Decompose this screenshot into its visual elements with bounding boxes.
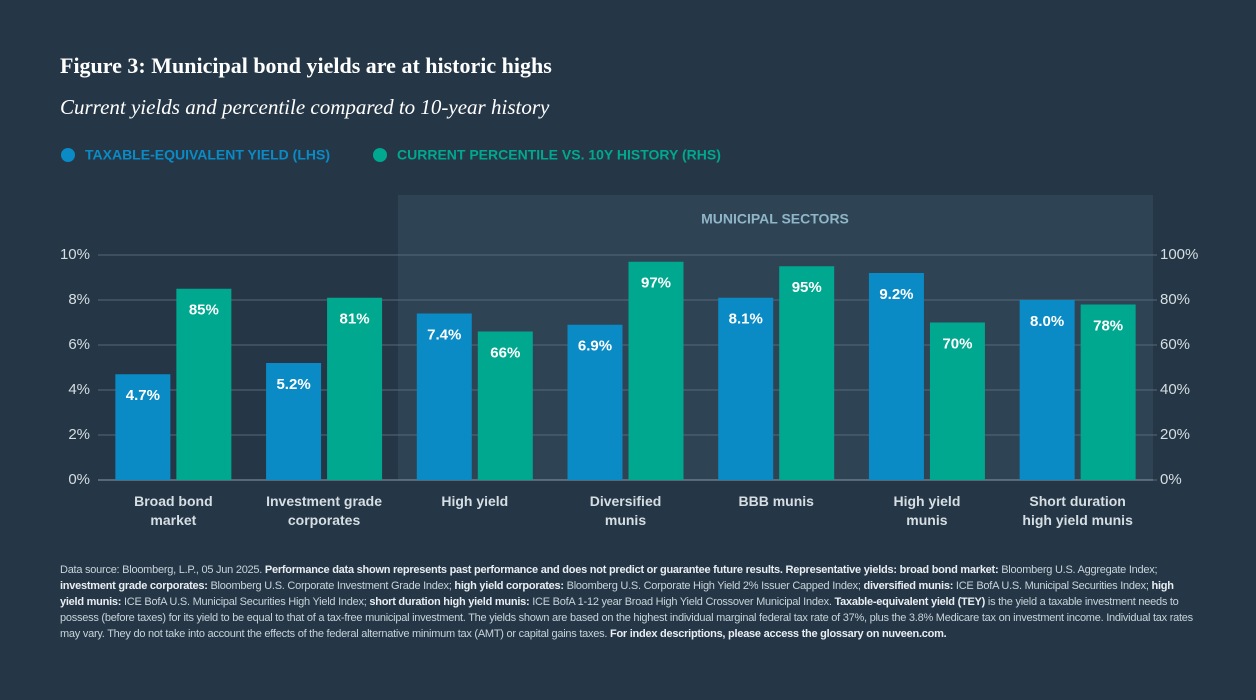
x-tick-label: High yield (441, 493, 508, 509)
y2-tick-label: 20% (1160, 426, 1190, 443)
footnote-text: Bloomberg U.S. Aggregate Index; (998, 564, 1158, 576)
y-tick-label: 10% (60, 246, 90, 263)
bar (929, 322, 985, 480)
y2-tick-label: 0% (1160, 471, 1182, 488)
footnote-text: Bloomberg U.S. Corporate Investment Grad… (207, 580, 455, 592)
value-label: 81% (340, 311, 370, 328)
bar (115, 374, 171, 480)
bar (718, 297, 774, 480)
value-label: 97% (641, 275, 671, 292)
footnote-text: high yield corporates: (454, 580, 564, 592)
y2-tick-label: 100% (1160, 246, 1198, 263)
legend-swatch (373, 148, 387, 162)
footnote-text: ICE BofA U.S. Municipal Securities Index… (953, 580, 1152, 592)
y2-tick-label: 80% (1160, 291, 1190, 308)
bar (1080, 304, 1136, 480)
value-label: 9.2% (879, 286, 913, 303)
value-label: 8.0% (1030, 313, 1064, 330)
legend-label: TAXABLE-EQUIVALENT YIELD (LHS) (85, 147, 330, 163)
value-label: 6.9% (578, 338, 612, 355)
footnote-text: Data source: Bloomberg, L.P., 05 Jun 202… (60, 564, 265, 576)
x-tick-label: Short duration high yield munis (1022, 493, 1133, 528)
y-tick-label: 6% (68, 336, 90, 353)
value-label: 85% (189, 302, 219, 319)
bar (416, 313, 472, 480)
x-tick-label: Diversified munis (590, 493, 662, 528)
x-tick-label: BBB munis (738, 493, 814, 509)
bar (868, 273, 924, 480)
legend-swatch (61, 148, 75, 162)
bar (176, 288, 232, 480)
bar (567, 324, 623, 480)
y-tick-label: 8% (68, 291, 90, 308)
footnote-text: diversified munis: (863, 580, 954, 592)
footnote: Data source: Bloomberg, L.P., 05 Jun 202… (60, 562, 1200, 642)
footnote-text: For index descriptions, please access th… (609, 628, 947, 640)
value-label: 8.1% (729, 311, 763, 328)
footnote-text: high yield munis: (60, 580, 1174, 608)
footnote-text: ICE BofA 1-12 year Broad High Yield Cros… (529, 596, 835, 608)
footnote-text: investment grade corporates: (60, 580, 208, 592)
footnote-text: short duration high yield munis: (369, 596, 530, 608)
bar (266, 363, 322, 480)
x-tick-label: Investment grade corporates (266, 493, 382, 528)
x-tick-label: High yield munis (893, 493, 960, 528)
y2-tick-label: 40% (1160, 381, 1190, 398)
annotation: MUNICIPAL SECTORS (701, 211, 849, 227)
y-tick-label: 4% (68, 381, 90, 398)
value-label: 4.7% (126, 387, 160, 404)
y-tick-label: 2% (68, 426, 90, 443)
bar (779, 266, 835, 480)
bar (628, 261, 684, 480)
y-tick-label: 0% (68, 471, 90, 488)
value-label: 70% (942, 335, 972, 352)
bar (327, 297, 383, 480)
chart-title: Figure 3: Municipal bond yields are at h… (60, 53, 552, 78)
value-label: 78% (1093, 317, 1123, 334)
bar (477, 331, 533, 480)
footnote-text: ICE BofA U.S. Municipal Securities High … (121, 596, 370, 608)
bar (1019, 300, 1075, 480)
value-label: 7.4% (427, 326, 461, 343)
footnote-text: Bloomberg U.S. Corporate High Yield 2% I… (563, 580, 864, 592)
value-label: 95% (792, 279, 822, 296)
value-label: 66% (490, 344, 520, 361)
x-tick-label: Broad bond market (134, 493, 213, 528)
y2-tick-label: 60% (1160, 336, 1190, 353)
footnote-text: is the yield a taxable investment needs … (60, 596, 1193, 640)
footnote-text: Performance data shown represents past p… (264, 564, 999, 576)
value-label: 5.2% (276, 376, 310, 393)
chart-subtitle: Current yields and percentile compared t… (60, 95, 550, 119)
legend-label: CURRENT PERCENTILE VS. 10Y HISTORY (RHS) (397, 147, 721, 163)
chart: Figure 3: Municipal bond yields are at h… (60, 53, 1198, 528)
footnote-text: Taxable-equivalent yield (TEY) (834, 596, 986, 608)
